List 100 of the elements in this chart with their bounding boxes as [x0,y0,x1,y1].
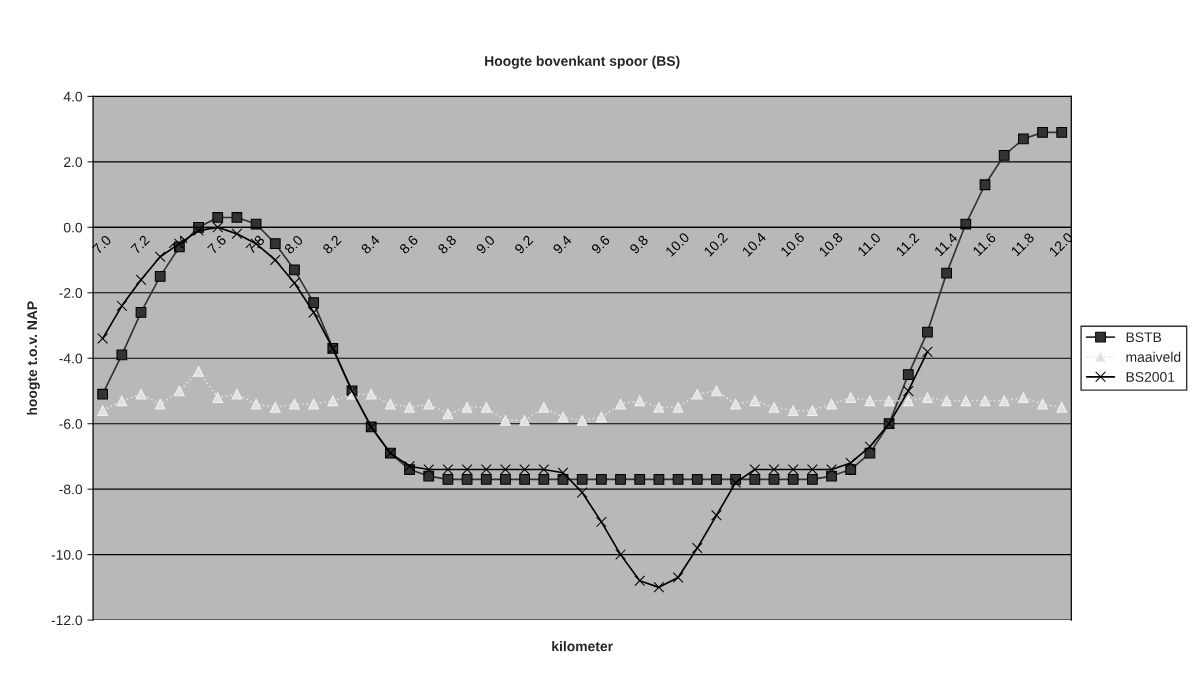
point [806,405,818,416]
y-tick-label: -12.0 [51,615,83,626]
point [749,464,761,475]
point [269,254,281,266]
point [711,473,722,485]
y-tick-label: -10.0 [51,549,83,560]
point [289,398,300,410]
point [864,395,876,407]
point [269,238,281,250]
y-tick-label: -6.0 [59,419,83,429]
point [730,398,742,410]
legend-label: BSTB [1126,332,1162,343]
x-tick-label: 7.6 [207,234,227,255]
point [116,395,128,407]
point [979,179,991,191]
point [538,464,550,475]
point [787,464,799,475]
point [1017,133,1029,145]
y-tick-label: -4.0 [59,353,83,364]
x-tick-label: 11.8 [1010,232,1035,257]
point [960,395,972,407]
x-tick-label: 7.2 [130,234,150,255]
point [500,473,511,485]
x-tick-label: 11.2 [895,232,920,257]
x-tick-label: 11.0 [857,232,882,257]
point [941,267,953,279]
point [653,581,665,593]
point [826,470,837,482]
point [231,212,243,223]
point [826,464,837,475]
point [173,385,185,397]
x-tick-label: 9.4 [552,234,573,255]
point [97,405,109,416]
x-tick-label: 8.2 [322,234,342,255]
point [519,464,531,475]
point [634,473,646,485]
point [845,392,857,403]
point [1056,401,1068,413]
point [154,251,166,263]
point [116,300,128,312]
point [634,575,646,587]
point [634,395,646,407]
point [231,388,243,400]
point [653,473,665,485]
point [845,464,857,475]
point [327,395,339,407]
point [193,365,204,377]
point [615,549,626,560]
point [922,346,933,358]
point [250,398,262,410]
point [97,333,109,344]
point [404,401,415,413]
point [289,264,300,276]
point [519,415,531,426]
point [135,388,147,400]
point [653,401,665,413]
point [749,473,761,485]
point [922,392,933,403]
point [480,401,492,413]
point [595,473,607,485]
point [768,464,780,475]
x-tick-label: 7.0 [92,234,112,255]
point [864,441,876,452]
point [595,411,607,423]
y-axis-title: hoogte t.o.v. NAP [26,301,40,415]
x-tick-label: 11.4 [933,232,959,257]
point [1037,127,1048,138]
point [691,473,703,485]
point [902,369,914,380]
point [231,228,243,240]
point [711,385,722,397]
point [576,415,588,426]
point [979,395,991,407]
point [672,473,684,485]
point [135,307,147,318]
point [826,398,837,410]
point [672,572,684,583]
point [384,398,396,410]
y-tick-label: -8.0 [59,484,83,495]
x-tick-label: 11.6 [972,232,997,257]
point [154,271,166,282]
x-tick-label: 9.0 [475,234,496,255]
point [883,395,895,407]
point [404,460,415,472]
point [193,225,204,236]
point [1056,127,1068,138]
x-axis-title: kilometer [552,641,613,652]
point [423,398,435,410]
y-tick-label: -2.0 [59,288,83,298]
point [998,395,1010,407]
x-tick-label: 8.4 [360,234,381,255]
point [461,464,473,475]
point [538,401,550,413]
point [941,395,953,407]
point [212,392,224,403]
point [595,516,607,528]
point [308,307,320,318]
point [615,398,626,410]
point [461,401,473,413]
x-tick-label: 9.8 [629,234,649,255]
